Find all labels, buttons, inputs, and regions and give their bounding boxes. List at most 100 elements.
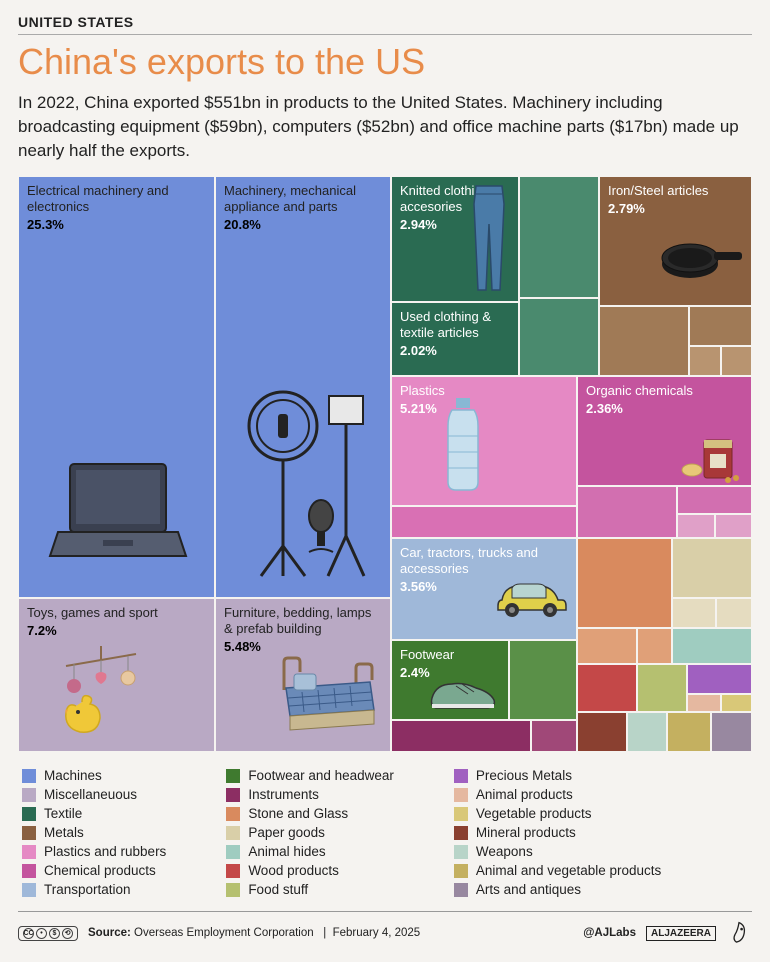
legend-label: Footwear and headwear	[248, 768, 394, 783]
swatch-icon	[22, 788, 36, 802]
legend-item: Footwear and headwear	[226, 768, 394, 783]
cell-arts	[711, 712, 752, 752]
legend-item: Food stuff	[226, 882, 394, 897]
legend-label: Precious Metals	[476, 768, 572, 783]
cell-chem5	[715, 514, 752, 538]
cell-tex2	[519, 176, 599, 298]
legend-column: Precious Metals Animal products Vegetable …	[454, 768, 661, 897]
cell-label: Toys, games and sport	[27, 605, 206, 621]
cell-tex3	[519, 298, 599, 376]
cell-pct: 2.79%	[608, 201, 743, 216]
legend-item: Animal and vegetable products	[454, 863, 661, 878]
legend-label: Wood products	[248, 863, 339, 878]
swatch-icon	[454, 845, 468, 859]
swatch-icon	[226, 807, 240, 821]
subtitle: In 2022, China exported $551bn in produc…	[18, 91, 752, 162]
handle: @AJLabs	[583, 927, 636, 939]
footer: CC•$⟲ Source: Overseas Employment Corpor…	[18, 911, 752, 960]
cell-pct: 5.48%	[224, 639, 382, 654]
laptop-icon	[48, 456, 188, 576]
infographic: UNITED STATES China's exports to the US …	[0, 0, 770, 960]
cell-label: Iron/Steel articles	[608, 183, 743, 199]
cell-met4	[689, 346, 721, 376]
legend-item: Instruments	[226, 787, 394, 802]
legend-item: Metals	[22, 825, 166, 840]
legend-item: Mineral products	[454, 825, 661, 840]
legend-label: Chemical products	[44, 863, 156, 878]
cell-label: Used clothing & textile articles	[400, 309, 510, 340]
cell-stone3	[637, 628, 672, 664]
bed-icon	[272, 654, 382, 742]
cell-foot2	[509, 640, 577, 720]
cell-weap	[627, 712, 667, 752]
legend-item: Wood products	[226, 863, 394, 878]
pants-icon	[468, 184, 510, 294]
cell-label: Furniture, bedding, lamps & prefab build…	[224, 605, 382, 636]
legend-label: Metals	[44, 825, 84, 840]
swatch-icon	[454, 788, 468, 802]
swatch-icon	[454, 883, 468, 897]
cell-label: Car, tractors, trucks and accessories	[400, 545, 568, 576]
legend-label: Animal products	[476, 787, 573, 802]
kicker: UNITED STATES	[18, 14, 752, 35]
title: China's exports to the US	[18, 41, 752, 83]
cell-hides	[672, 628, 752, 664]
legend-item: Stone and Glass	[226, 806, 394, 821]
swatch-icon	[226, 864, 240, 878]
swatch-icon	[226, 826, 240, 840]
shoe-icon	[426, 674, 500, 714]
swatch-icon	[22, 883, 36, 897]
cell-used: Used clothing & textile articles2.02%	[391, 302, 519, 376]
cell-met2	[599, 306, 689, 376]
legend-label: Stone and Glass	[248, 806, 348, 821]
cell-anveg	[667, 712, 711, 752]
swatch-icon	[22, 807, 36, 821]
swatch-icon	[22, 864, 36, 878]
legend-item: Arts and antiques	[454, 882, 661, 897]
legend-item: Transportation	[22, 882, 166, 897]
legend-item: Chemical products	[22, 863, 166, 878]
cell-chem2	[577, 486, 677, 538]
cell-plas2	[391, 506, 577, 538]
swatch-icon	[226, 769, 240, 783]
cell-wood	[577, 664, 637, 712]
legend-item: Weapons	[454, 844, 661, 859]
legend-label: Vegetable products	[476, 806, 592, 821]
aljazeera-logo-icon	[726, 920, 752, 946]
swatch-icon	[454, 807, 468, 821]
cell-chem4	[677, 514, 715, 538]
legend-label: Mineral products	[476, 825, 576, 840]
legend-column: Footwear and headwear Instruments Stone an…	[226, 768, 394, 897]
legend-label: Animal hides	[248, 844, 325, 859]
mobile-toy-icon	[46, 644, 156, 744]
bottle-icon	[438, 396, 488, 496]
treemap-chart: Footwear2.4%Car, tractors, trucks and ac…	[18, 176, 752, 752]
legend-label: Transportation	[44, 882, 131, 897]
cell-met3	[689, 306, 752, 346]
cell-prec	[687, 664, 752, 694]
cell-pct: 25.3%	[27, 217, 206, 232]
cell-pct: 20.8%	[224, 217, 382, 232]
legend-item: Paper goods	[226, 825, 394, 840]
cell-miner	[577, 712, 627, 752]
cell-label: Machinery, mechanical appliance and part…	[224, 183, 382, 214]
swatch-icon	[454, 864, 468, 878]
legend-label: Arts and antiques	[476, 882, 581, 897]
source-text: Source: Overseas Employment Corporation …	[88, 927, 420, 939]
cell-label: Organic chemicals	[586, 383, 743, 399]
brand-box: ALJAZEERA	[646, 926, 716, 941]
swatch-icon	[226, 845, 240, 859]
legend-label: Animal and vegetable products	[476, 863, 661, 878]
swatch-icon	[454, 826, 468, 840]
swatch-icon	[226, 788, 240, 802]
cell-veg	[721, 694, 752, 712]
legend-item: Vegetable products	[454, 806, 661, 821]
legend: MachinesMiscellaneuousTextileMetalsPlast…	[18, 752, 752, 911]
cell-instr	[391, 720, 531, 752]
cell-stone2	[577, 628, 637, 664]
cell-paper	[672, 538, 752, 598]
legend-item: Machines	[22, 768, 166, 783]
legend-column: MachinesMiscellaneuousTextileMetalsPlast…	[22, 768, 166, 897]
cell-paper3	[716, 598, 752, 628]
legend-label: Food stuff	[248, 882, 308, 897]
